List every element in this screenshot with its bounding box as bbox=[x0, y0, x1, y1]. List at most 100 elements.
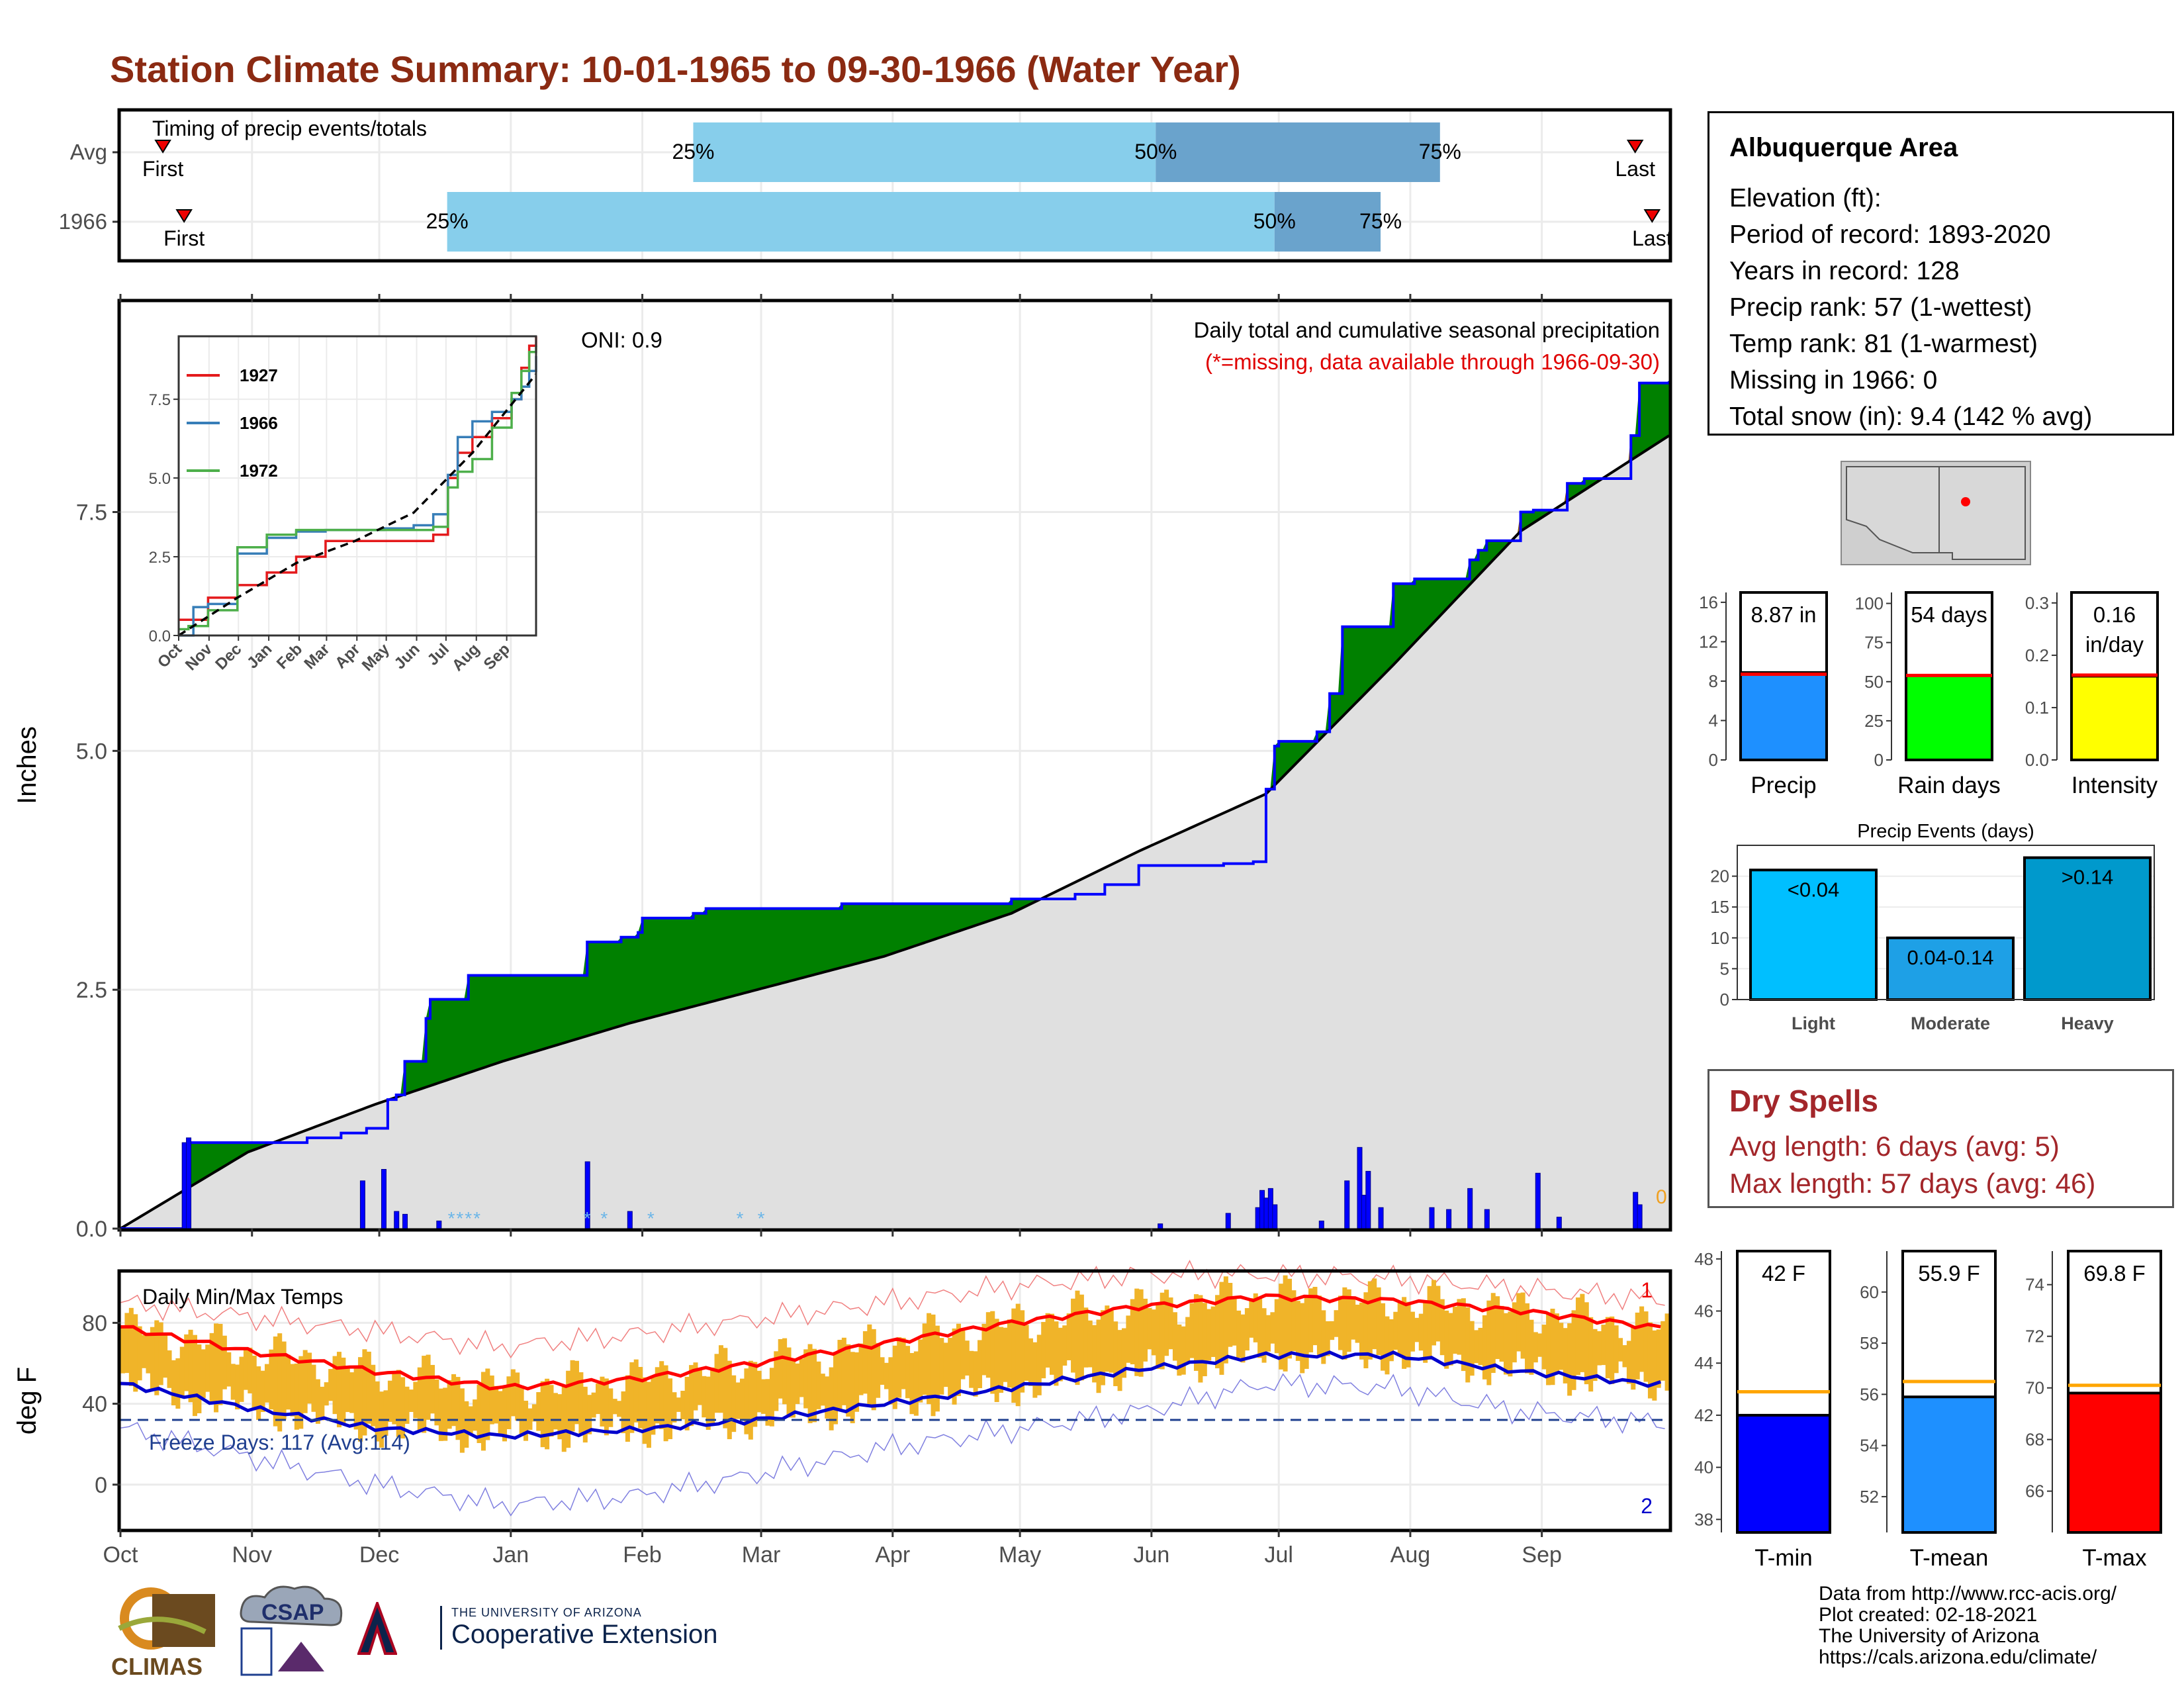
daily-temp-bar bbox=[1661, 1321, 1666, 1381]
daily-temp-bar bbox=[905, 1346, 911, 1399]
csap-mountain bbox=[278, 1642, 324, 1671]
summary-category-label: T-mean bbox=[1910, 1545, 1989, 1571]
daily-temp-bar bbox=[1550, 1308, 1555, 1385]
daily-temp-bar bbox=[1075, 1290, 1080, 1385]
daily-temp-bar bbox=[566, 1370, 571, 1448]
daily-temp-bar bbox=[1028, 1338, 1033, 1386]
events-bar bbox=[2023, 856, 2152, 1001]
daily-temp-bar bbox=[430, 1364, 435, 1414]
main-y-tick-label: 5.0 bbox=[76, 739, 107, 764]
daily-temp-bar bbox=[1007, 1319, 1012, 1388]
daily-temp-bar bbox=[731, 1375, 737, 1432]
month-label: Aug bbox=[1390, 1542, 1431, 1568]
daily-temp-bar bbox=[345, 1367, 350, 1413]
summary-y-tick-label: 0.0 bbox=[2025, 750, 2049, 770]
daily-temp-bar bbox=[1457, 1299, 1462, 1355]
daily-temp-bar bbox=[1465, 1307, 1471, 1383]
daily-temp-bar bbox=[298, 1356, 304, 1429]
inset-y-tick-label: 5.0 bbox=[149, 470, 171, 488]
summary-bar bbox=[2067, 1391, 2162, 1534]
daily-temp-bar bbox=[651, 1377, 656, 1435]
daily-temp-bar bbox=[1151, 1309, 1156, 1356]
daily-temp-bar bbox=[1215, 1295, 1220, 1369]
summary-y-tick-label: 72 bbox=[2025, 1327, 2044, 1346]
daily-temp-bar bbox=[1355, 1304, 1360, 1343]
daily-precip-bar bbox=[1484, 1209, 1490, 1229]
events-category-label: Heavy bbox=[2061, 1013, 2114, 1033]
month-label: Jan bbox=[492, 1542, 529, 1568]
first-event-label: First bbox=[142, 157, 183, 181]
ua-top-text: THE UNIVERSITY OF ARIZONA bbox=[451, 1606, 642, 1619]
summary-y-tick-label: 68 bbox=[2025, 1430, 2044, 1450]
summary-y-tick-label: 56 bbox=[1860, 1384, 1879, 1404]
daily-temp-bar bbox=[485, 1368, 490, 1440]
daily-temp-bar bbox=[494, 1385, 499, 1424]
temp-summary-chart: 38 40 42 44 46 48 42 F T-min 52 54 56 58 60 55.9 F T-m… bbox=[1694, 1249, 2162, 1571]
daily-temp-bar bbox=[251, 1355, 257, 1411]
snow-count-label: 0 bbox=[1656, 1186, 1667, 1208]
summary-y-tick-label: 12 bbox=[1699, 632, 1718, 651]
daily-temp-bar bbox=[154, 1320, 159, 1395]
record-low-count: 2 bbox=[1641, 1494, 1653, 1518]
daily-temp-bar bbox=[587, 1395, 592, 1434]
daily-temp-bar bbox=[1639, 1306, 1645, 1372]
daily-temp-bar bbox=[1071, 1298, 1076, 1373]
daily-temp-bar bbox=[307, 1352, 312, 1404]
daily-temp-bar bbox=[1156, 1302, 1161, 1369]
daily-temp-bar bbox=[1240, 1314, 1246, 1363]
daily-temp-bar bbox=[1236, 1310, 1242, 1358]
daily-temp-bar bbox=[829, 1367, 834, 1430]
daily-temp-bar bbox=[1397, 1301, 1402, 1356]
daily-temp-bar bbox=[163, 1334, 168, 1378]
daily-temp-bar bbox=[197, 1344, 202, 1413]
daily-temp-bar bbox=[761, 1379, 766, 1414]
daily-temp-bar bbox=[1372, 1278, 1377, 1350]
daily-temp-bar bbox=[1219, 1282, 1224, 1375]
daily-temp-bar bbox=[290, 1364, 295, 1417]
daily-temp-bar bbox=[175, 1358, 181, 1409]
daily-temp-bar bbox=[396, 1370, 401, 1437]
daily-temp-bar bbox=[1410, 1311, 1415, 1352]
daily-temp-bar bbox=[1559, 1323, 1564, 1370]
daily-temp-bar bbox=[473, 1399, 478, 1431]
events-frame bbox=[1737, 845, 2155, 1000]
timing-chart: 25% 50% 75% First Last Avg 25% 50% 75% First Last 1… bbox=[59, 108, 1672, 263]
timing-frame bbox=[117, 108, 1672, 263]
daily-temp-bar bbox=[816, 1361, 821, 1409]
main-y-tick-label: 7.5 bbox=[76, 500, 107, 526]
daily-temp-bar bbox=[451, 1374, 457, 1427]
daily-temp-bar bbox=[1393, 1311, 1398, 1350]
daily-temp-bar bbox=[1210, 1306, 1216, 1357]
daily-temp-bar bbox=[1168, 1297, 1173, 1350]
daily-temp-bar bbox=[1087, 1320, 1093, 1368]
daily-temp-bar bbox=[1537, 1333, 1543, 1357]
temp-chart-title: Daily Min/Max Temps bbox=[142, 1285, 343, 1309]
missing-data-marker: * bbox=[456, 1208, 463, 1229]
summary-y-tick-label: 50 bbox=[1864, 672, 1884, 692]
events-bar bbox=[1749, 868, 1878, 1001]
daily-temp-bar bbox=[638, 1366, 643, 1429]
daily-temp-bar bbox=[506, 1376, 512, 1430]
daily-temp-bar bbox=[952, 1328, 957, 1405]
daily-temp-bar bbox=[294, 1363, 299, 1430]
daily-temp-bar bbox=[807, 1344, 813, 1423]
daily-temp-bar bbox=[934, 1325, 940, 1412]
daily-temp-bar bbox=[1126, 1315, 1131, 1363]
daily-temp-bar bbox=[680, 1390, 686, 1420]
daily-temp-bar bbox=[417, 1367, 422, 1432]
events-title: Precip Events (days) bbox=[1857, 821, 2034, 842]
daily-temp-bar bbox=[871, 1329, 876, 1411]
daily-temp-bar bbox=[179, 1346, 185, 1397]
daily-temp-bar bbox=[854, 1352, 860, 1412]
daily-temp-bar bbox=[353, 1368, 359, 1430]
daily-temp-bar bbox=[1431, 1280, 1436, 1346]
daily-precip-bar bbox=[1158, 1223, 1163, 1229]
summary-value-label: 55.9 F bbox=[1918, 1261, 1980, 1286]
daily-temp-bar bbox=[311, 1364, 316, 1412]
daily-temp-bar bbox=[850, 1352, 855, 1424]
daily-temp-bar bbox=[1482, 1315, 1487, 1380]
info-line: Total snow (in): 9.4 (142 % avg) bbox=[1729, 402, 2093, 431]
daily-temp-bar bbox=[765, 1379, 770, 1426]
daily-temp-bar bbox=[320, 1386, 325, 1421]
month-label: May bbox=[999, 1542, 1041, 1568]
